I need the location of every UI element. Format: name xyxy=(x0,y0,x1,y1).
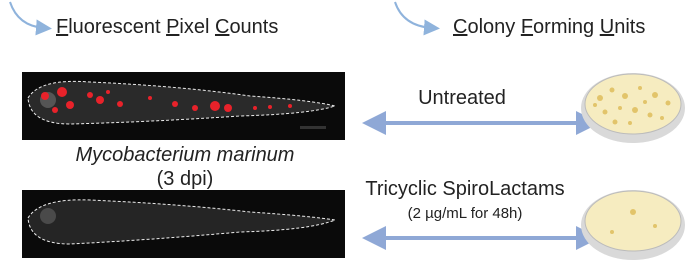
left-header: Fluorescent Pixel Counts xyxy=(56,16,278,39)
scale-bar xyxy=(300,126,326,129)
condition-label: Untreated xyxy=(418,87,506,110)
header-arrow xyxy=(10,2,44,28)
figure: Fluorescent Pixel Counts Colony Forming … xyxy=(0,0,692,269)
header-word: Fluorescent xyxy=(56,16,161,39)
petri-dish xyxy=(581,73,685,143)
right-header: Colony Forming Units xyxy=(453,16,645,39)
header-word: Forming xyxy=(521,16,594,39)
header-arrow xyxy=(395,2,432,28)
species-label: Mycobacterium marinum xyxy=(76,144,295,167)
header-word: Units xyxy=(600,16,646,39)
header-word: Colony xyxy=(453,16,515,39)
fish-eye xyxy=(40,208,56,224)
header-word: Counts xyxy=(215,16,278,39)
condition-label: Tricyclic SpiroLactams xyxy=(365,178,564,201)
petri-dish xyxy=(581,190,685,260)
timepoint-label: (3 dpi) xyxy=(157,168,214,191)
artwork xyxy=(0,0,692,269)
dose-label: (2 µg/mL for 48h) xyxy=(408,205,523,222)
header-word: Pixel xyxy=(166,16,209,39)
